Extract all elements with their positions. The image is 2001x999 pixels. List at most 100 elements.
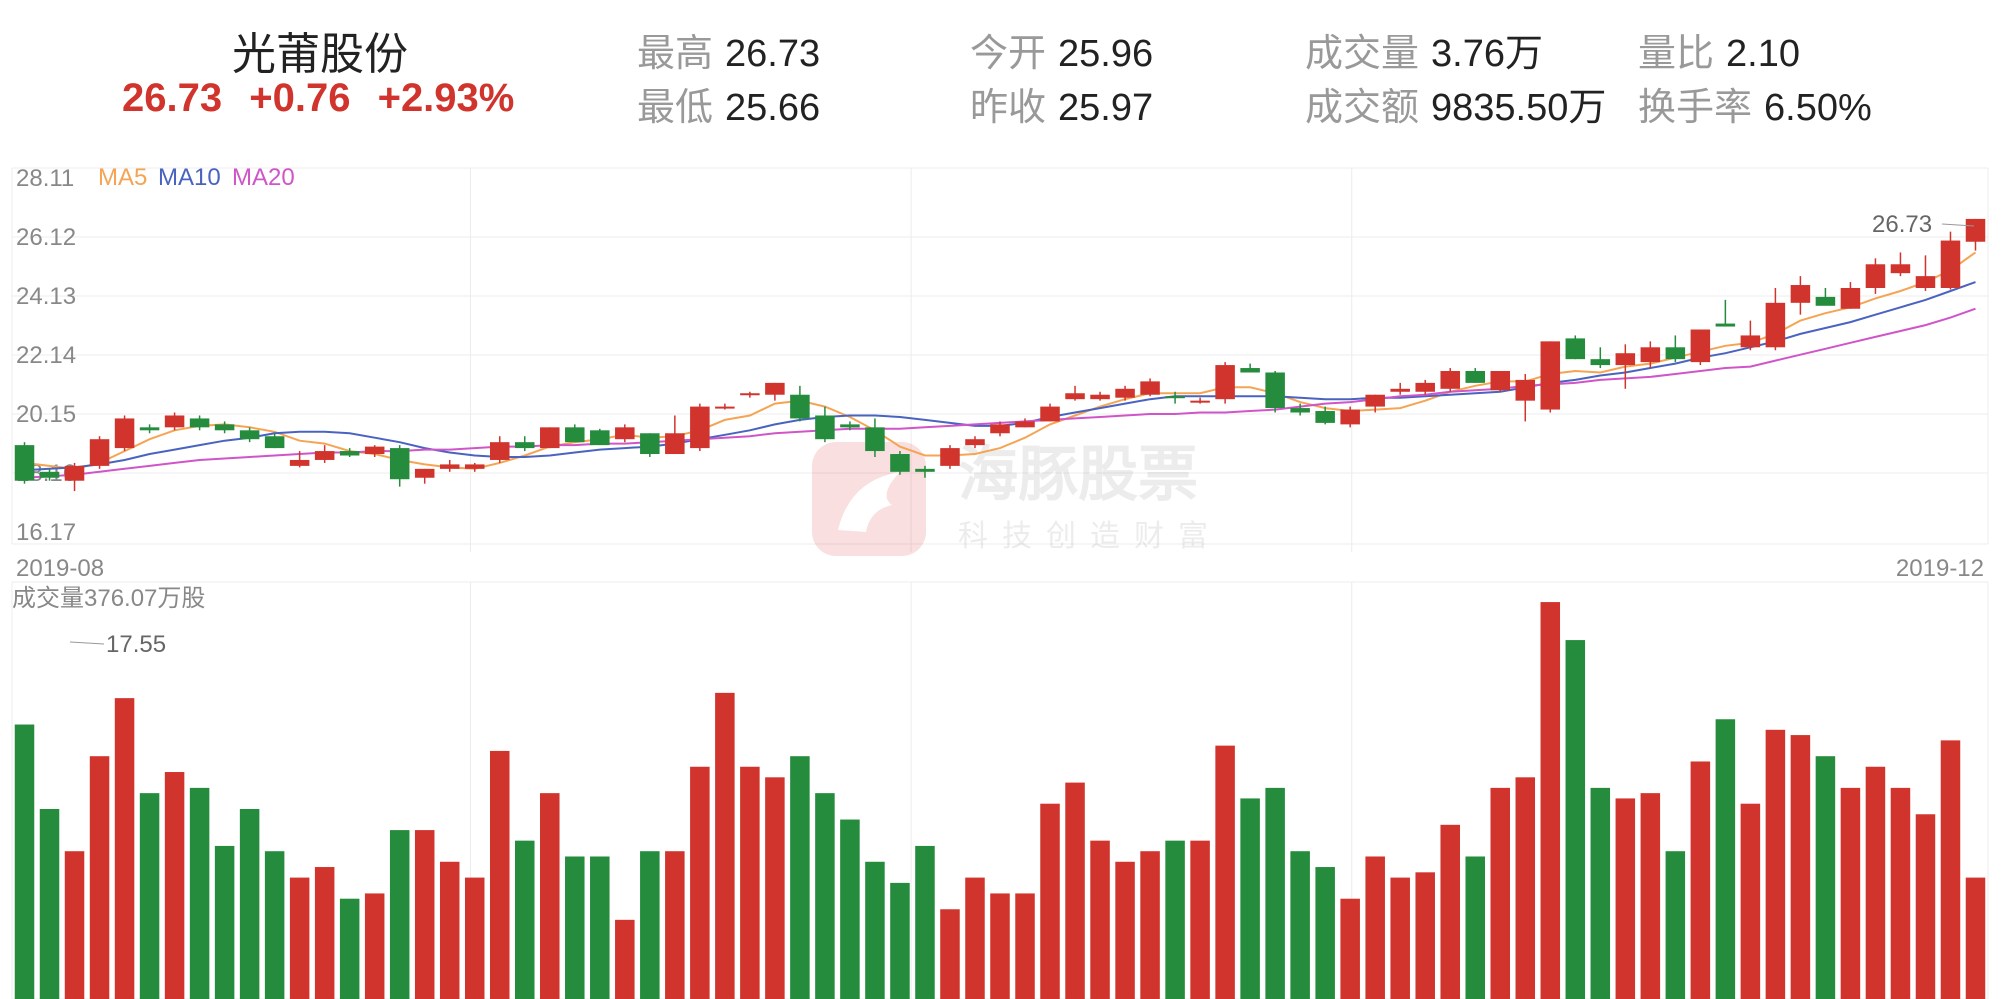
- volume-bar: [64, 851, 85, 999]
- volume-bar: [1115, 861, 1135, 999]
- candle-body: [665, 433, 685, 455]
- candle-body: [1840, 287, 1861, 309]
- volume-bar: [1190, 840, 1210, 999]
- candle-body: [1240, 368, 1260, 373]
- stat-value: 9835.50万: [1431, 87, 1607, 129]
- volume-bar: [1240, 798, 1260, 999]
- watermark-text: 海豚股票: [958, 441, 1198, 508]
- volume-bar: [890, 882, 910, 999]
- volume-bar: [139, 793, 160, 999]
- volume-bar: [189, 787, 210, 999]
- volume-bars: [14, 602, 1986, 999]
- candle-body: [364, 446, 385, 455]
- volume-bar: [515, 840, 535, 999]
- volume-bar: [289, 877, 310, 999]
- volume-bar: [1365, 856, 1385, 999]
- candle-body: [915, 468, 935, 472]
- volume-bar: [1065, 782, 1085, 999]
- volume-bar: [1815, 756, 1836, 999]
- candle-body: [414, 468, 435, 478]
- candle-body: [590, 430, 610, 446]
- candle-body: [1940, 240, 1961, 288]
- volume-bar: [990, 893, 1010, 999]
- volume-bar: [1515, 777, 1536, 999]
- volume-bar: [39, 808, 60, 999]
- y-tick-label: 16.17: [16, 519, 76, 546]
- candle-body: [1915, 276, 1936, 288]
- price-summary: 26.73 +0.76 +2.93%: [122, 76, 530, 121]
- volume-bar: [1290, 851, 1310, 999]
- stat-value: 25.97: [1058, 87, 1154, 129]
- max-price-pointer: [1941, 223, 1975, 227]
- candle-body: [1415, 382, 1435, 392]
- candle-body: [1815, 296, 1836, 306]
- candle-body: [1365, 394, 1385, 407]
- candle-body: [389, 448, 410, 480]
- volume-panel-frame: [11, 581, 1989, 999]
- volume-bar: [1565, 640, 1586, 999]
- stat-label: 量比: [1638, 33, 1715, 75]
- candle-body: [1740, 335, 1761, 348]
- stat-low: 最低 25.66: [637, 76, 820, 131]
- price-change-pct: +2.93%: [377, 76, 515, 120]
- volume-bar: [1415, 872, 1435, 999]
- legend-ma20-label: MA20: [232, 164, 295, 191]
- volume-bar: [1940, 740, 1961, 999]
- stat-volume: 成交量 3.76万: [1305, 22, 1543, 77]
- watermark-subtext: 科技创造财富: [958, 520, 1222, 553]
- stat-open: 今开 25.96: [970, 22, 1153, 77]
- candle-body: [1390, 388, 1410, 392]
- candle-body: [314, 451, 335, 460]
- volume-bar: [865, 861, 885, 999]
- volume-bar: [114, 698, 135, 999]
- candle-body: [1015, 421, 1035, 428]
- stat-high: 最高 26.73: [637, 22, 820, 77]
- candle-body: [1790, 285, 1811, 303]
- candle-body: [565, 427, 585, 443]
- volume-bar: [915, 845, 935, 999]
- candle-body: [965, 439, 985, 446]
- candle-body: [790, 394, 810, 419]
- stat-value: 25.96: [1058, 33, 1154, 75]
- quote-header: 光莆股份 26.73 +0.76 +2.93% 最高 26.73 最低 25.66 …: [0, 0, 2001, 160]
- candle-body: [214, 424, 235, 431]
- stat-value: 3.76万: [1431, 33, 1543, 75]
- volume-bar: [640, 851, 660, 999]
- stat-label: 换手率: [1638, 87, 1753, 129]
- volume-bar: [1840, 787, 1861, 999]
- stat-label: 成交额: [1305, 87, 1420, 129]
- candle-body: [1090, 394, 1110, 400]
- volume-bar: [840, 819, 860, 999]
- candle-body: [990, 424, 1010, 434]
- candle-body: [114, 418, 135, 449]
- volume-bar: [1090, 840, 1110, 999]
- volume-bar: [164, 772, 185, 999]
- candle-body: [1315, 411, 1335, 423]
- volume-bar: [1915, 814, 1936, 999]
- volume-bar: [14, 724, 35, 999]
- volume-bar: [1140, 851, 1160, 999]
- volume-bar: [1440, 824, 1460, 999]
- candle-body: [1115, 388, 1135, 398]
- candle-body: [1165, 396, 1185, 399]
- volume-bar: [1690, 761, 1711, 999]
- candle-body: [1615, 353, 1636, 366]
- stat-label: 成交量: [1305, 33, 1420, 75]
- candle-body: [1890, 264, 1911, 274]
- candle-body: [1065, 393, 1085, 400]
- volume-bar: [1715, 719, 1736, 999]
- stat-turnover-rate: 换手率 6.50%: [1638, 76, 1872, 131]
- stat-value: 6.50%: [1764, 87, 1872, 129]
- volume-bar: [765, 777, 785, 999]
- volume-bar: [1640, 793, 1661, 999]
- candle-body: [39, 471, 60, 478]
- volume-bar: [339, 898, 360, 999]
- candle-body: [1215, 365, 1235, 400]
- volume-bar: [464, 877, 485, 999]
- stat-volume-ratio: 量比 2.10: [1638, 22, 1800, 77]
- candle-body: [1590, 359, 1611, 366]
- stat-value: 26.73: [725, 33, 821, 75]
- candle-body: [1540, 341, 1561, 410]
- candle-body: [1340, 409, 1360, 425]
- candle-body: [540, 427, 560, 449]
